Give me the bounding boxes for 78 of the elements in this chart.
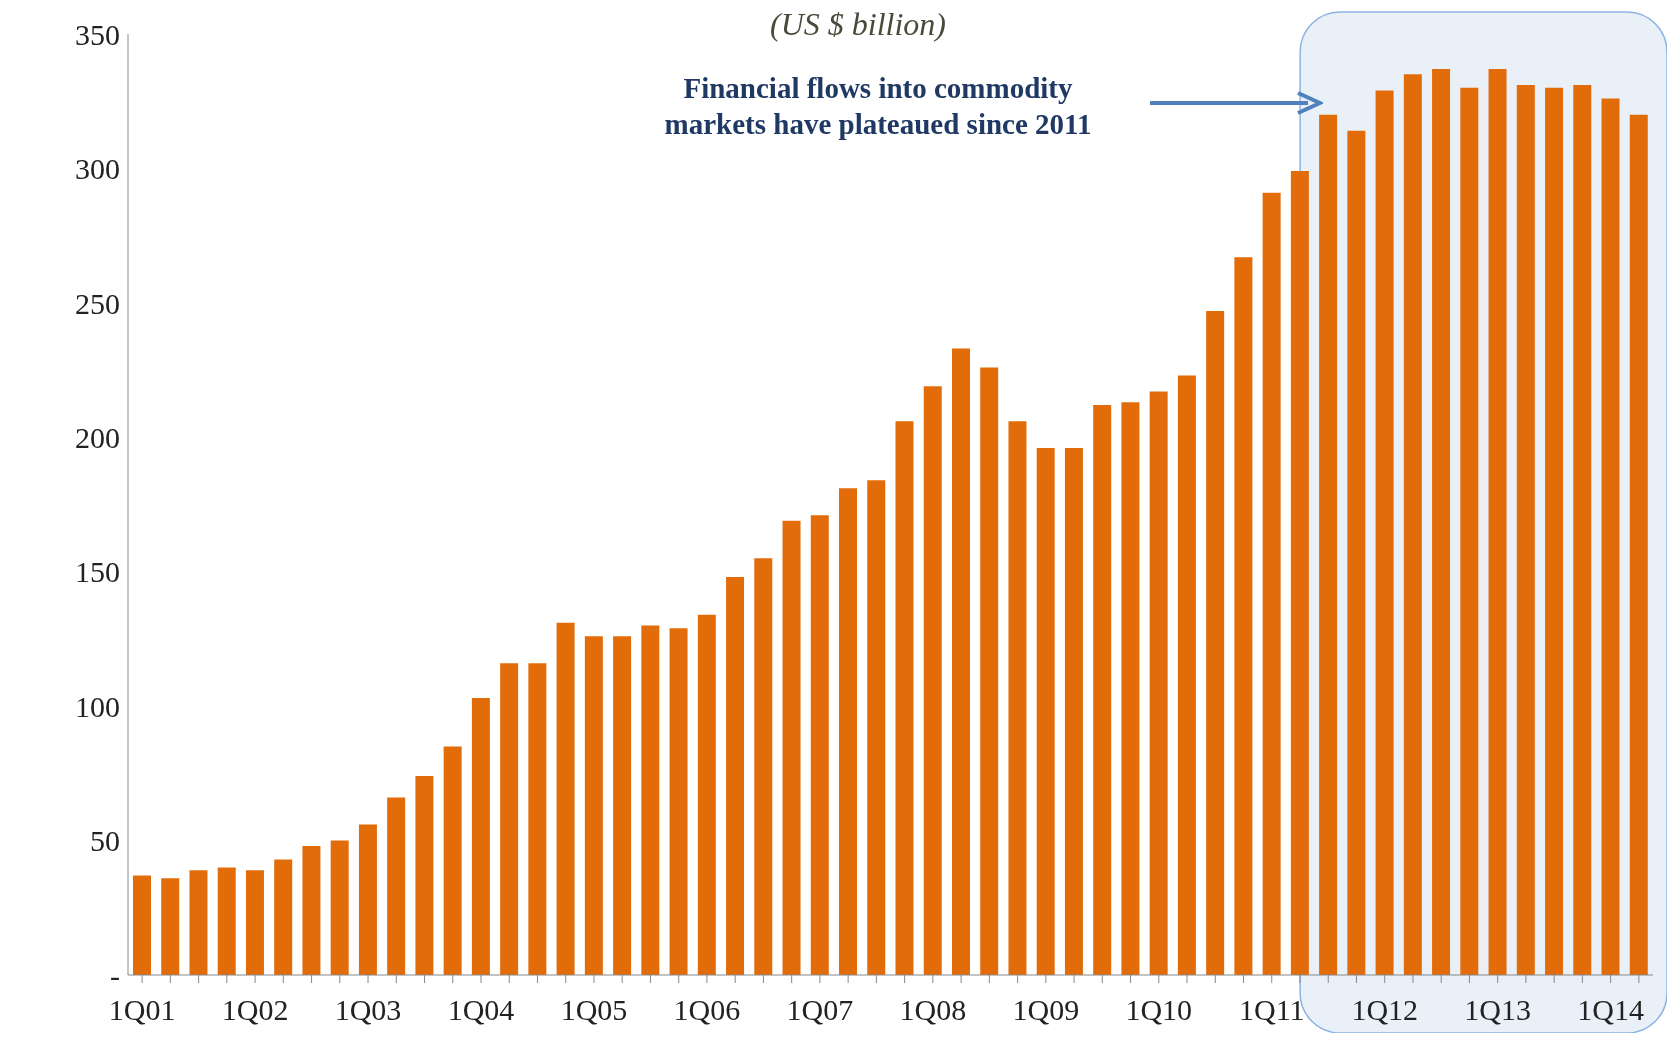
x-tick-label: 1Q13 xyxy=(1464,993,1532,1027)
bar xyxy=(556,622,575,975)
y-tick-label: 100 xyxy=(75,689,120,723)
bar xyxy=(443,746,462,975)
chart-subtitle: (US $ billion) xyxy=(770,6,946,42)
bar xyxy=(415,776,434,975)
bar xyxy=(584,636,603,975)
bar xyxy=(1064,448,1083,975)
x-tick-label: 1Q12 xyxy=(1351,993,1419,1027)
bar xyxy=(895,421,914,975)
bar xyxy=(867,480,886,975)
x-tick-label: 1Q02 xyxy=(221,993,289,1027)
bar xyxy=(189,870,208,975)
bar xyxy=(528,663,547,975)
x-tick-label: 1Q10 xyxy=(1125,993,1193,1027)
bar xyxy=(839,488,858,975)
bar xyxy=(641,625,660,975)
bar xyxy=(387,797,406,975)
x-tick-label: 1Q14 xyxy=(1577,993,1644,1027)
bar xyxy=(1319,114,1338,975)
bar xyxy=(1629,114,1648,975)
bar xyxy=(697,614,716,975)
x-tick-label: 1Q03 xyxy=(334,993,402,1027)
bar xyxy=(1516,85,1535,975)
bar xyxy=(1545,87,1564,975)
y-tick-label: 350 xyxy=(75,17,120,51)
bar xyxy=(1432,68,1451,975)
bar xyxy=(1234,257,1253,975)
bar xyxy=(1290,171,1309,975)
bar xyxy=(1347,130,1366,975)
y-tick-label: 250 xyxy=(75,286,120,320)
bar xyxy=(1601,98,1620,975)
bar xyxy=(726,577,745,975)
y-tick-label: 150 xyxy=(75,555,120,589)
bar xyxy=(245,870,264,975)
x-tick-label: 1Q05 xyxy=(560,993,628,1027)
bar xyxy=(1375,90,1394,975)
x-tick-label: 1Q11 xyxy=(1238,993,1305,1027)
bar xyxy=(302,845,321,975)
bar xyxy=(330,840,349,975)
bar xyxy=(782,520,801,975)
bar xyxy=(500,663,519,975)
y-tick-label: 50 xyxy=(90,824,120,858)
bar xyxy=(1121,402,1140,975)
bar xyxy=(754,558,773,975)
x-tick-label: 1Q01 xyxy=(108,993,176,1027)
y-tick-label: 200 xyxy=(75,420,120,454)
bar xyxy=(810,515,829,975)
x-tick-label: 1Q08 xyxy=(899,993,967,1027)
bar xyxy=(161,878,180,975)
bar xyxy=(613,636,632,975)
bar xyxy=(1177,375,1196,975)
x-tick-label: 1Q09 xyxy=(1012,993,1080,1027)
bar xyxy=(951,348,970,975)
bar xyxy=(471,698,490,975)
bar xyxy=(980,367,999,975)
bar xyxy=(1149,391,1168,975)
annotation: Financial flows into commodity markets have plateaued since 2011 xyxy=(663,71,1093,143)
bar xyxy=(1488,68,1507,975)
x-tick-label: 1Q06 xyxy=(673,993,741,1027)
bar xyxy=(1093,405,1112,975)
bar xyxy=(217,867,236,975)
bar xyxy=(1008,421,1027,975)
y-tick-label: 300 xyxy=(75,152,120,186)
bar xyxy=(1403,74,1422,975)
x-tick-label: 1Q07 xyxy=(786,993,854,1027)
bar xyxy=(923,386,942,975)
bar xyxy=(669,628,688,975)
bar xyxy=(1262,192,1281,975)
bar xyxy=(274,859,293,975)
y-tick-label: - xyxy=(110,958,120,992)
bar xyxy=(1206,310,1225,975)
bar xyxy=(1460,87,1479,975)
bar xyxy=(133,875,151,975)
bar xyxy=(358,824,377,975)
x-tick-label: 1Q04 xyxy=(447,993,515,1027)
bar xyxy=(1036,448,1055,975)
bar xyxy=(1573,85,1592,975)
